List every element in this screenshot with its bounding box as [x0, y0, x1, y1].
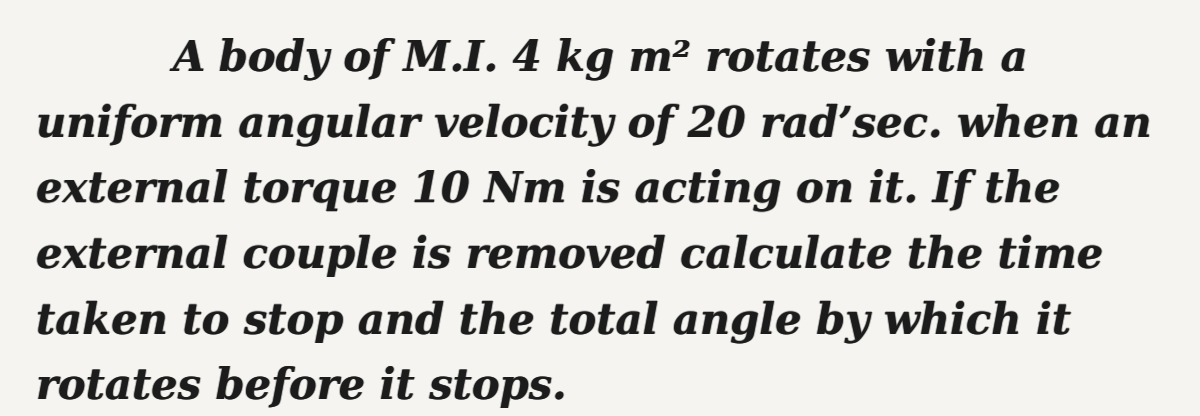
Text: rotates before it stops.: rotates before it stops. [36, 366, 566, 408]
Text: external torque 10 Nm is acting on it. If the: external torque 10 Nm is acting on it. I… [36, 168, 1061, 211]
Text: external couple is removed calculate the time: external couple is removed calculate the… [36, 235, 1103, 277]
Text: taken to stop and the total angle by which it: taken to stop and the total angle by whi… [36, 300, 1070, 343]
Text: A body of M.I. 4 kg m² rotates with a: A body of M.I. 4 kg m² rotates with a [172, 37, 1027, 80]
Text: external couple is removed calculate the time: external couple is removed calculate the… [36, 235, 1103, 277]
Text: rotates before it stops.: rotates before it stops. [36, 366, 566, 409]
Text: external couple is removed calculate the time: external couple is removed calculate the… [36, 235, 1103, 277]
Text: taken to stop and the total angle by which it: taken to stop and the total angle by whi… [36, 301, 1072, 343]
Text: A body of M.I. 4 kg m² rotates with a: A body of M.I. 4 kg m² rotates with a [172, 37, 1028, 80]
Text: rotates before it stops.: rotates before it stops. [36, 366, 566, 408]
Text: rotates before it stops.: rotates before it stops. [37, 366, 568, 408]
Text: A body of M.I. 4 kg m² rotates with a: A body of M.I. 4 kg m² rotates with a [173, 37, 1028, 80]
Text: external couple is removed calculate the time: external couple is removed calculate the… [36, 234, 1103, 276]
Text: external couple is removed calculate the time: external couple is removed calculate the… [37, 235, 1104, 277]
Text: A body of M.I. 4 kg m² rotates with a: A body of M.I. 4 kg m² rotates with a [172, 37, 1028, 79]
Text: taken to stop and the total angle by which it: taken to stop and the total angle by whi… [36, 300, 1072, 343]
Text: uniform angular velocity of 20 rad’sec. when an: uniform angular velocity of 20 rad’sec. … [36, 104, 1152, 146]
Text: uniform angular velocity of 20 rad’sec. when an: uniform angular velocity of 20 rad’sec. … [37, 103, 1152, 146]
Text: rotates before it stops.: rotates before it stops. [36, 366, 566, 408]
Text: external torque 10 Nm is acting on it. If the: external torque 10 Nm is acting on it. I… [36, 169, 1061, 211]
Text: A body of M.I. 4 kg m² rotates with a: A body of M.I. 4 kg m² rotates with a [172, 38, 1028, 80]
Text: uniform angular velocity of 20 rad’sec. when an: uniform angular velocity of 20 rad’sec. … [36, 103, 1152, 145]
Text: external torque 10 Nm is acting on it. If the: external torque 10 Nm is acting on it. I… [37, 169, 1061, 211]
Text: uniform angular velocity of 20 rad’sec. when an: uniform angular velocity of 20 rad’sec. … [36, 103, 1152, 146]
Text: taken to stop and the total angle by which it: taken to stop and the total angle by whi… [36, 300, 1072, 342]
Text: taken to stop and the total angle by which it: taken to stop and the total angle by whi… [37, 300, 1072, 343]
Text: external torque 10 Nm is acting on it. If the: external torque 10 Nm is acting on it. I… [36, 169, 1061, 212]
Text: external torque 10 Nm is acting on it. If the: external torque 10 Nm is acting on it. I… [36, 169, 1060, 211]
Text: uniform angular velocity of 20 rad’sec. when an: uniform angular velocity of 20 rad’sec. … [36, 103, 1151, 146]
